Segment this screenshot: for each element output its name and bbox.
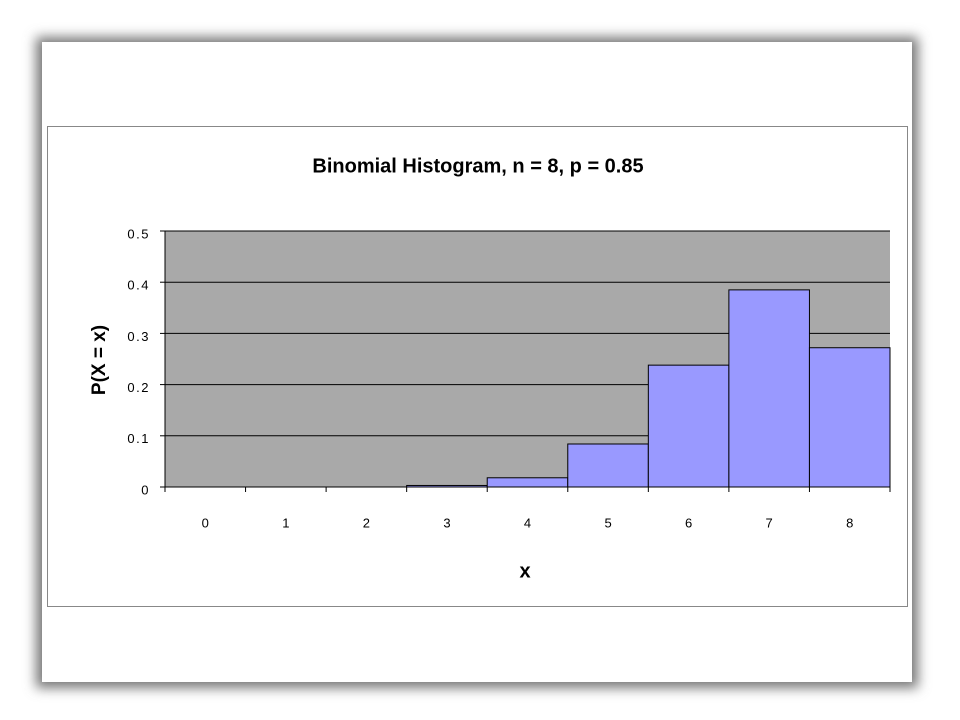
bar bbox=[808, 347, 891, 488]
chart-title: Binomial Histogram, n = 8, p = 0.85 bbox=[312, 155, 643, 177]
y-tick-label: 0.1 bbox=[127, 431, 150, 446]
y-tick-label: 0.2 bbox=[127, 380, 150, 395]
bar bbox=[567, 443, 649, 488]
bar bbox=[647, 364, 730, 488]
y-tick-label: 0.5 bbox=[127, 226, 150, 241]
y-axis-label: P(X = x) bbox=[89, 325, 110, 395]
bar bbox=[486, 477, 569, 488]
x-axis-label: x bbox=[519, 560, 530, 582]
x-tick-label: 7 bbox=[766, 515, 773, 530]
x-tick-label: 8 bbox=[846, 515, 853, 530]
bar bbox=[728, 289, 810, 488]
x-tick-label: 5 bbox=[604, 515, 611, 530]
y-tick-label: 0.4 bbox=[127, 278, 150, 293]
y-tick-label: 0.3 bbox=[127, 329, 150, 344]
x-tick-label: 3 bbox=[443, 515, 450, 530]
x-tick-label: 2 bbox=[363, 515, 370, 530]
x-tick-label: 0 bbox=[202, 515, 209, 530]
x-tick-label: 6 bbox=[685, 515, 692, 530]
x-tick-label: 1 bbox=[282, 515, 289, 530]
x-tick-label: 4 bbox=[524, 515, 531, 530]
y-tick-label: 0 bbox=[141, 482, 150, 497]
